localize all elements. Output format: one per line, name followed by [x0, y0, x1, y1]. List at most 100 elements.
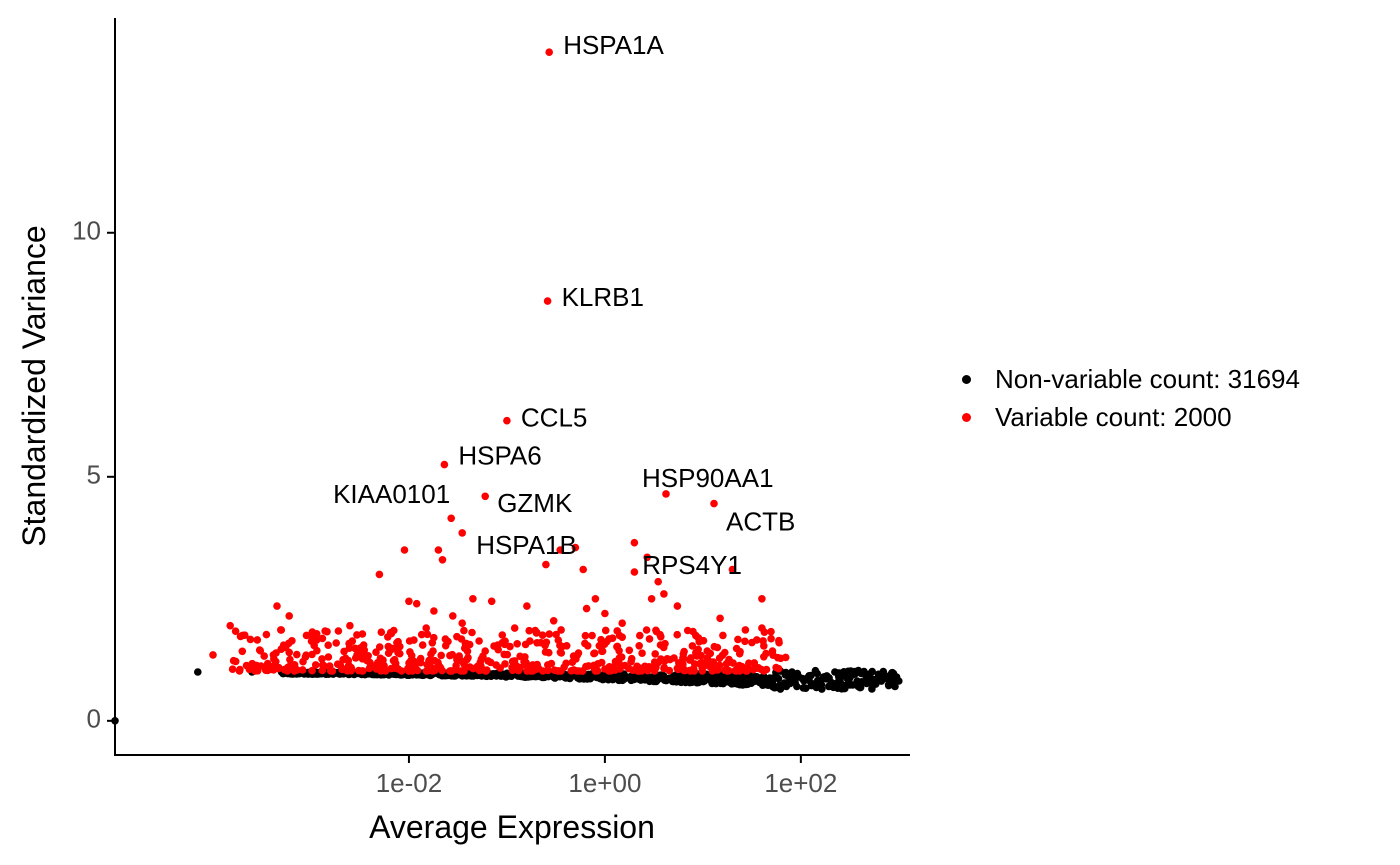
point-variable	[714, 644, 722, 652]
point-variable	[687, 667, 695, 675]
point-variable	[775, 639, 783, 647]
gene-label-klrb1: KLRB1	[562, 282, 644, 312]
legend-dot-red	[962, 413, 971, 422]
point-variable	[767, 635, 775, 643]
point-nonvariable	[828, 679, 836, 687]
point-variable	[694, 646, 702, 654]
point-variable	[422, 624, 430, 632]
point-nonvariable	[794, 670, 802, 678]
point-variable	[660, 665, 668, 673]
point-variable	[588, 632, 596, 640]
point-variable	[581, 640, 589, 648]
point-variable	[273, 602, 281, 610]
point-variable	[285, 640, 293, 648]
point-variable	[313, 647, 321, 655]
point-variable	[557, 667, 565, 675]
point-variable	[359, 667, 367, 675]
point-variable	[716, 615, 724, 623]
point-variable	[636, 632, 644, 640]
legend-item-nonvariable: Non-variable count: 31694	[955, 360, 1300, 398]
point-variable	[686, 656, 694, 664]
point-variable	[515, 667, 523, 675]
y-ticks: 0510	[72, 216, 115, 734]
point-variable	[579, 566, 587, 574]
point-variable	[537, 639, 545, 647]
point-variable	[340, 648, 348, 656]
point-variable	[633, 663, 641, 671]
point-variable	[782, 654, 790, 662]
point-nonvariable	[776, 682, 784, 690]
point-nonvariable	[812, 667, 820, 675]
gene-label-rps4y1: RPS4Y1	[642, 550, 742, 580]
point-variable	[767, 628, 775, 636]
point-variable	[648, 595, 656, 603]
point-variable	[346, 622, 354, 630]
point-variable-labeled	[544, 297, 552, 305]
point-variable-labeled	[447, 515, 455, 523]
point-nonvariable	[742, 674, 750, 682]
point-variable	[401, 546, 409, 554]
point-variable	[500, 651, 508, 659]
point-variable	[320, 663, 328, 671]
legend-dot-black	[962, 375, 971, 384]
point-variable	[582, 632, 590, 640]
point-variable	[592, 595, 600, 603]
point-variable	[270, 655, 278, 663]
point-nonvariable	[875, 671, 883, 679]
point-variable	[555, 636, 563, 644]
point-variable	[332, 639, 340, 647]
point-variable	[468, 629, 476, 637]
point-nonvariable	[660, 672, 668, 680]
point-variable	[684, 627, 692, 635]
point-variable	[449, 612, 457, 620]
point-variable	[583, 605, 591, 613]
point-variable	[229, 665, 237, 673]
point-variable	[444, 638, 452, 646]
point-variable	[418, 631, 426, 639]
point-variable-labeled	[545, 48, 553, 56]
point-variable	[460, 667, 468, 675]
point-variable	[452, 666, 460, 674]
x-ticks: 1e-02 1e+00 1e+02	[376, 755, 838, 798]
legend-label-variable: Variable count: 2000	[995, 402, 1232, 433]
point-variable-labeled	[458, 529, 466, 537]
point-variable	[646, 635, 654, 643]
point-variable	[719, 632, 727, 640]
point-variable	[318, 655, 326, 663]
point-variable	[522, 641, 530, 649]
y-axis-title: Standardized Variance	[16, 225, 52, 546]
point-variable	[758, 595, 766, 603]
point-variable	[239, 632, 247, 640]
point-nonvariable	[818, 681, 826, 689]
gene-label-hspa6: HSPA6	[458, 440, 541, 470]
point-variable	[429, 639, 437, 647]
point-variable	[342, 655, 350, 663]
point-variable	[563, 642, 571, 650]
legend-item-variable: Variable count: 2000	[955, 398, 1300, 436]
point-variable	[758, 624, 766, 632]
point-variable-labeled	[503, 417, 511, 425]
point-variable	[481, 647, 489, 655]
gene-labels: HSPA1AKLRB1CCL5HSPA6KIAA0101 GZMKHSPA1BHS…	[333, 30, 795, 580]
point-nonvariable	[841, 682, 849, 690]
point-variable	[522, 659, 530, 667]
point-variable	[644, 667, 652, 675]
point-variable	[278, 626, 286, 634]
gene-label-kiaa0101: KIAA0101	[333, 479, 450, 509]
point-variable	[731, 667, 739, 675]
point-variable	[232, 658, 240, 666]
point-variable	[335, 627, 343, 635]
gene-label-actb: ACTB	[726, 506, 795, 536]
gene-label-gzmk: GZMK	[497, 488, 573, 518]
point-variable	[263, 631, 271, 639]
point-variable	[253, 662, 261, 670]
point-variable	[661, 657, 669, 665]
point-variable	[392, 660, 400, 668]
point-variable-labeled	[441, 461, 449, 469]
point-variable	[550, 617, 558, 625]
point-variable	[232, 627, 240, 635]
point-variable	[509, 658, 517, 666]
point-variable	[695, 634, 703, 642]
point-variable	[499, 631, 507, 639]
point-variable	[405, 598, 413, 606]
